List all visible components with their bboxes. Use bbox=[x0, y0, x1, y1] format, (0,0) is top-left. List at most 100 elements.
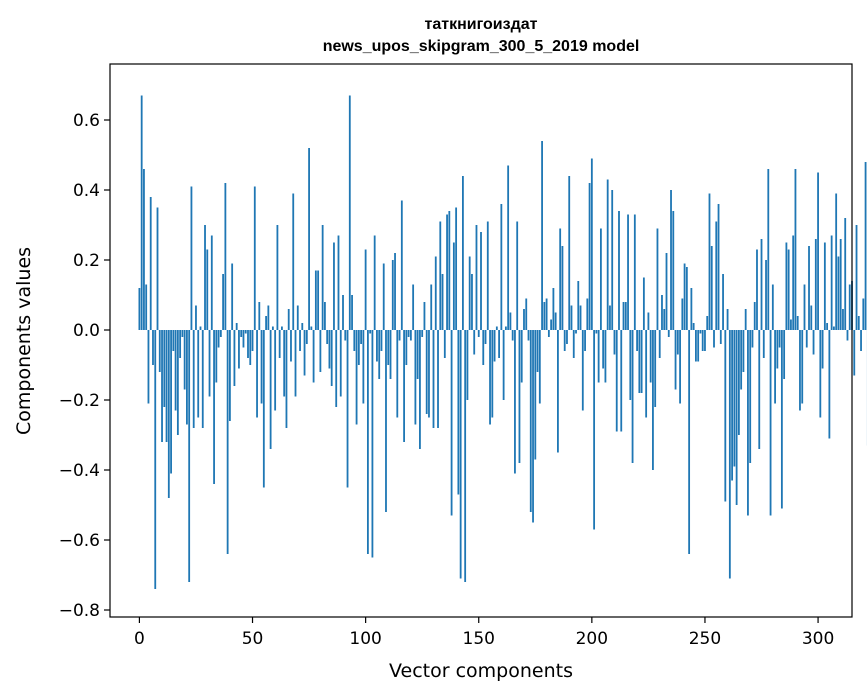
bar bbox=[792, 235, 795, 330]
bar bbox=[161, 330, 163, 442]
bar bbox=[575, 330, 577, 334]
bar bbox=[790, 319, 792, 330]
bar bbox=[357, 330, 360, 365]
bar bbox=[699, 330, 702, 334]
bar bbox=[253, 186, 256, 330]
bar bbox=[534, 330, 537, 460]
bar bbox=[581, 330, 584, 411]
bar bbox=[489, 330, 491, 425]
bar bbox=[681, 298, 684, 330]
bar bbox=[344, 330, 347, 341]
bar bbox=[158, 330, 161, 372]
bar bbox=[844, 218, 847, 330]
bar bbox=[661, 295, 663, 330]
bar bbox=[419, 330, 421, 449]
bar bbox=[204, 225, 206, 330]
bar bbox=[457, 330, 460, 495]
bar bbox=[432, 330, 435, 428]
bar bbox=[183, 330, 186, 390]
y-tick-label: 0.6 bbox=[73, 111, 100, 131]
bar bbox=[593, 330, 596, 530]
bar bbox=[828, 330, 831, 439]
bar bbox=[554, 312, 557, 330]
bar bbox=[509, 312, 512, 330]
bar bbox=[577, 281, 580, 330]
bar bbox=[493, 330, 496, 362]
y-tick-label: −0.2 bbox=[59, 391, 100, 411]
bar bbox=[369, 330, 372, 334]
bar bbox=[443, 330, 446, 358]
bar bbox=[448, 211, 451, 330]
bar bbox=[609, 305, 611, 330]
bar bbox=[319, 330, 322, 372]
bar bbox=[434, 256, 437, 330]
bar bbox=[441, 274, 444, 330]
x-tick-label: 0 bbox=[134, 629, 145, 649]
bar bbox=[149, 197, 152, 330]
bar bbox=[265, 316, 267, 330]
bar bbox=[855, 225, 858, 330]
bar bbox=[638, 330, 641, 393]
bar bbox=[606, 179, 609, 330]
x-tick-label: 300 bbox=[802, 629, 834, 649]
bar bbox=[217, 330, 220, 348]
bar bbox=[186, 330, 188, 425]
bar bbox=[640, 330, 643, 393]
bar bbox=[719, 330, 722, 344]
bar bbox=[213, 330, 215, 484]
bar bbox=[398, 330, 401, 341]
bar bbox=[747, 330, 749, 516]
bar bbox=[774, 330, 776, 404]
bar bbox=[373, 235, 376, 330]
bar bbox=[631, 330, 634, 463]
bar bbox=[416, 330, 419, 379]
bar bbox=[636, 330, 638, 351]
bar bbox=[342, 295, 344, 330]
bar bbox=[787, 249, 790, 330]
bar bbox=[602, 330, 605, 369]
bar bbox=[552, 288, 555, 330]
bar bbox=[683, 263, 686, 330]
bar bbox=[167, 330, 170, 498]
bar bbox=[656, 228, 659, 330]
bar bbox=[799, 330, 801, 411]
bar bbox=[468, 256, 471, 330]
bar bbox=[339, 330, 342, 397]
bar bbox=[301, 323, 304, 330]
bar bbox=[613, 330, 616, 355]
bar bbox=[475, 225, 478, 330]
bar bbox=[737, 330, 740, 435]
bar bbox=[249, 330, 252, 365]
bar bbox=[649, 330, 652, 383]
bar bbox=[511, 330, 514, 341]
y-tick-label: −0.4 bbox=[59, 461, 100, 481]
bar bbox=[471, 274, 473, 330]
y-tick-label: 0.0 bbox=[73, 321, 100, 341]
bar bbox=[817, 172, 819, 330]
y-axis: −0.8 −0.6 −0.4 −0.2 0.0 0.2 0.4 0.6 bbox=[59, 111, 110, 621]
bar bbox=[152, 330, 154, 365]
bar bbox=[504, 326, 507, 330]
bar bbox=[762, 330, 765, 358]
bar bbox=[428, 330, 430, 418]
bar bbox=[333, 242, 335, 330]
bar bbox=[391, 260, 394, 330]
bar bbox=[421, 330, 424, 337]
bar bbox=[446, 214, 448, 330]
bar bbox=[572, 330, 575, 358]
bar bbox=[360, 330, 363, 344]
bar bbox=[283, 330, 286, 397]
bar bbox=[308, 148, 310, 330]
bar bbox=[267, 305, 270, 330]
bar bbox=[776, 330, 779, 369]
bar bbox=[652, 330, 654, 470]
bar bbox=[310, 326, 313, 330]
bar bbox=[477, 330, 480, 337]
bar bbox=[706, 316, 709, 330]
y-tick-label: −0.6 bbox=[59, 531, 100, 551]
bar bbox=[452, 242, 455, 330]
bar bbox=[199, 326, 202, 330]
bar bbox=[547, 330, 550, 337]
bar bbox=[147, 330, 150, 404]
bar bbox=[380, 330, 383, 351]
